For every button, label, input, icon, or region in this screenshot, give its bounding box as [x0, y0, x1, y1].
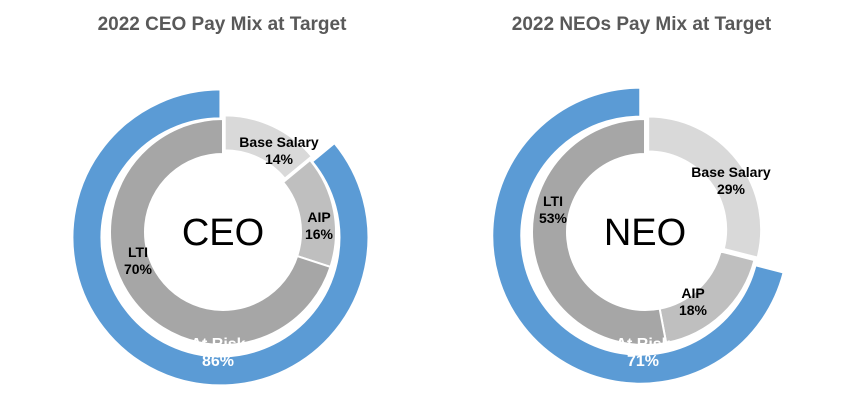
- neo-label-aip: AIP 18%: [679, 285, 708, 318]
- neo-slice-at-risk: [491, 86, 785, 385]
- ceo-center-label: CEO: [182, 212, 264, 254]
- neo-label-at-risk: At Risk 71%: [615, 336, 670, 370]
- ceo-label-lti: LTI 70%: [124, 244, 153, 277]
- neo-slice-base-salary: [647, 115, 763, 259]
- ceo-label-aip: AIP 16%: [305, 209, 334, 242]
- ceo-slice-base-salary: [223, 114, 314, 181]
- ceo-chart-title: 2022 CEO Pay Mix at Target: [97, 14, 347, 35]
- neo-slice-lti: [531, 117, 668, 346]
- neo-label-base-salary: Base Salary 29%: [691, 164, 771, 197]
- ceo-pay-mix-donut: CEO: [71, 88, 370, 387]
- ceo-label-base-salary: Base Salary 14%: [239, 134, 319, 167]
- ceo-slice-lti: [109, 117, 332, 346]
- neo-chart-title: 2022 NEOs Pay Mix at Target: [511, 14, 772, 35]
- neo-center-label: NEO: [604, 212, 686, 254]
- neo-label-lti: LTI 53%: [539, 193, 568, 226]
- ceo-slice-at-risk: [71, 88, 370, 387]
- ceo-label-at-risk: At Risk 86%: [190, 336, 245, 370]
- neo-pay-mix-donut: NEO: [491, 86, 785, 385]
